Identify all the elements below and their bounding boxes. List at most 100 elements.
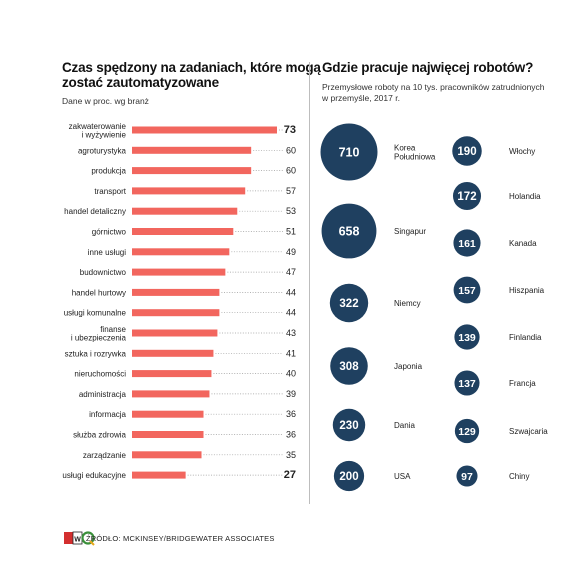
bar-value-label-17: 27 xyxy=(284,469,296,481)
right-chart-subtitle-line2: w przemyśle, 2017 r. xyxy=(322,93,400,103)
bar-16 xyxy=(132,451,202,459)
bubble-value-label-12: 129 xyxy=(458,426,476,438)
panel-divider xyxy=(309,62,310,504)
bar-value-label-9: 44 xyxy=(286,308,296,318)
bar-value-label-13: 39 xyxy=(286,389,296,399)
bubble-1 xyxy=(321,203,377,259)
bar-value-label-16: 35 xyxy=(286,450,296,460)
bar-category-label-2: produkcja xyxy=(91,167,126,176)
bar-category-label-4: handel detaliczny xyxy=(64,207,126,216)
bar-category-label-3: transport xyxy=(94,187,126,196)
bubble-value-label-6: 190 xyxy=(457,146,476,158)
bar-6 xyxy=(132,248,230,256)
bar-category-label-14: informacja xyxy=(89,410,126,419)
bar-value-label-0: 73 xyxy=(284,124,296,136)
bar-category-label-9: usługi komunalne xyxy=(64,309,127,318)
bubble-11 xyxy=(454,370,480,396)
bubble-country-label-11: Francja xyxy=(509,379,536,388)
bar-value-label-3: 57 xyxy=(286,186,296,196)
bar-category-label-8: handel hurtowy xyxy=(72,288,126,297)
bar-category-label-15: służba zdrowia xyxy=(73,431,126,440)
bubble-country-label-13: Chiny xyxy=(509,472,529,481)
bar-10 xyxy=(132,329,218,337)
bubble-country-label-4: Dania xyxy=(394,421,415,430)
bubble-country-label-7: Holandia xyxy=(509,192,541,201)
bubble-10 xyxy=(454,324,480,350)
source-footnote: ŹRÓDŁO: MCKINSEY/BRIDGEWATER ASSOCIATES xyxy=(86,534,275,543)
bubble-0 xyxy=(320,123,378,181)
bubble-value-label-7: 172 xyxy=(457,191,476,203)
bar-value-label-5: 51 xyxy=(286,227,296,237)
bar-11 xyxy=(132,349,214,357)
bubble-country-label-2: Niemcy xyxy=(394,299,421,308)
bubble-value-label-4: 230 xyxy=(339,420,358,432)
bar-value-label-11: 41 xyxy=(286,348,296,358)
bubble-value-label-2: 322 xyxy=(339,298,358,310)
bubble-9 xyxy=(453,276,481,304)
publisher-logo-icon: W xyxy=(64,531,95,546)
bubble-7 xyxy=(452,181,482,211)
bubble-country-label-5: USA xyxy=(394,472,411,481)
bar-8 xyxy=(132,288,220,296)
bar-value-label-1: 60 xyxy=(286,145,296,155)
svg-text:W: W xyxy=(74,537,81,544)
bar-5 xyxy=(132,228,234,235)
bar-category-label-17: usługi edukacyjne xyxy=(62,471,126,480)
bar-category-label-16: zarządzanie xyxy=(83,451,127,460)
bar-value-label-7: 47 xyxy=(286,267,296,277)
bar-13 xyxy=(132,390,210,398)
bubble-value-label-1: 658 xyxy=(339,225,360,239)
bubble-13 xyxy=(456,465,478,487)
bar-category-label-6: inne usługi xyxy=(88,248,126,257)
bar-category-label-12: nieruchomości xyxy=(74,370,126,379)
bar-1 xyxy=(132,146,252,154)
bar-category-label-7: budownictwo xyxy=(80,268,127,277)
bar-category-label-11: sztuka i rozrywka xyxy=(65,349,127,358)
left-chart-title-line1: Czas spędzony na zadaniach, które mogą xyxy=(62,60,321,75)
bar-3 xyxy=(132,187,246,195)
bar-17 xyxy=(132,471,186,479)
bubble-value-label-9: 157 xyxy=(458,285,476,297)
left-chart-subtitle: Dane w proc. wg branż xyxy=(62,96,149,106)
bubble-value-label-11: 137 xyxy=(458,378,476,390)
bubble-value-label-13: 97 xyxy=(461,471,473,483)
bubble-country-label-10: Finlandia xyxy=(509,333,542,342)
bar-value-label-12: 40 xyxy=(286,369,296,379)
right-chart-subtitle-line1: Przemysłowe roboty na 10 tys. pracownikó… xyxy=(322,82,545,92)
right-chart-title: Gdzie pracuje najwięcej robotów? xyxy=(322,60,534,75)
bar-value-label-6: 49 xyxy=(286,247,296,257)
bar-value-label-4: 53 xyxy=(286,206,296,216)
bubble-4 xyxy=(332,408,366,442)
bar-12 xyxy=(132,370,212,378)
bubble-country-label-9: Hiszpania xyxy=(509,286,545,295)
bar-14 xyxy=(132,410,204,418)
bubble-value-label-3: 308 xyxy=(339,361,359,373)
bar-9 xyxy=(132,309,220,317)
bubble-6 xyxy=(452,136,482,166)
bubble-country-label-6: Włochy xyxy=(509,147,535,156)
bubble-value-label-8: 161 xyxy=(458,238,476,250)
bubble-3 xyxy=(330,347,368,385)
bubble-2 xyxy=(329,283,369,323)
bubble-value-label-5: 200 xyxy=(339,471,358,483)
bar-category-label-13: administracja xyxy=(79,390,127,399)
bubble-8 xyxy=(453,229,481,257)
bar-value-label-15: 36 xyxy=(286,430,296,440)
bar-4 xyxy=(132,207,238,215)
bar-value-label-14: 36 xyxy=(286,409,296,419)
bubble-12 xyxy=(454,418,480,444)
bubble-value-label-10: 139 xyxy=(458,332,476,344)
bubble-country-label-12: Szwajcaria xyxy=(509,427,548,436)
bar-7 xyxy=(132,268,226,276)
bar-2 xyxy=(132,167,252,175)
bubble-country-label-8: Kanada xyxy=(509,239,537,248)
bar-category-label-10: finanse i ubezpieczenia xyxy=(71,325,127,343)
bubble-country-label-1: Singapur xyxy=(394,227,426,236)
bar-15 xyxy=(132,431,204,438)
bar-value-label-2: 60 xyxy=(286,166,296,176)
bar-0 xyxy=(132,126,277,134)
bar-category-label-5: górnictwo xyxy=(92,228,127,237)
bar-value-label-10: 43 xyxy=(286,328,296,338)
bar-category-label-0: zakwaterowanie i wyżywienie xyxy=(69,122,127,140)
